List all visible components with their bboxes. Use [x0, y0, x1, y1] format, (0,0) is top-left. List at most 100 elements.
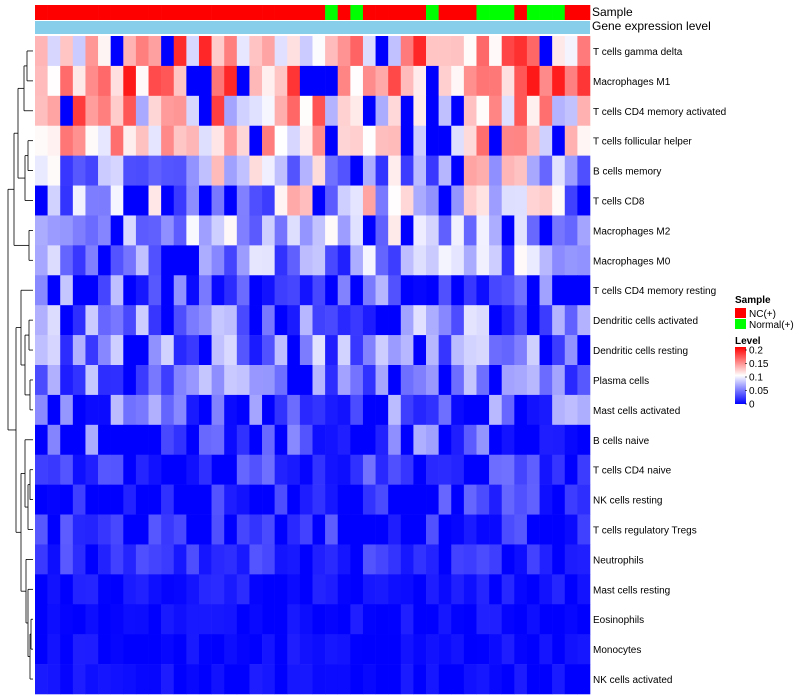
heatmap-cell	[564, 365, 578, 396]
heatmap-cell	[552, 634, 566, 665]
heatmap-cell	[400, 365, 414, 396]
heatmap-cell	[388, 335, 402, 366]
heatmap-cell	[173, 574, 187, 605]
heatmap-cell	[299, 365, 313, 396]
heatmap-cell	[489, 125, 503, 156]
heatmap-cell	[173, 634, 187, 665]
heatmap-cell	[98, 275, 111, 306]
heatmap-cell	[161, 394, 175, 426]
heatmap-cell	[489, 36, 503, 67]
heatmap-cell	[577, 544, 591, 575]
heatmap-cell	[552, 95, 566, 127]
heatmap-cell	[161, 215, 175, 246]
heatmap-cell	[552, 454, 566, 485]
heatmap-cell	[299, 95, 313, 127]
heatmap-cell	[224, 365, 238, 396]
heatmap-cell	[198, 305, 212, 336]
heatmap-cell	[350, 36, 364, 67]
heatmap-cell	[299, 574, 313, 605]
heatmap-cell	[98, 215, 111, 246]
heatmap-cell	[400, 574, 414, 605]
heatmap-cell	[388, 484, 402, 515]
heatmap-cell	[325, 305, 339, 336]
heatmap-cell	[299, 215, 313, 246]
heatmap-cell	[224, 454, 238, 485]
heatmap-cell	[186, 125, 200, 156]
sample-track-cell	[476, 5, 490, 20]
heatmap-cell	[186, 664, 200, 695]
heatmap-cell	[198, 514, 212, 545]
heatmap-cell	[249, 454, 263, 485]
heatmap-cell	[489, 634, 503, 665]
heatmap-cell	[325, 664, 339, 695]
heatmap-cell	[375, 514, 389, 545]
heatmap-cell	[564, 514, 578, 545]
heatmap-cell	[72, 514, 86, 545]
heatmap-cell	[224, 634, 238, 665]
heatmap-cell	[211, 215, 225, 246]
legend-sample-title: Sample	[735, 295, 771, 306]
level-tick-label: 0.2	[749, 346, 763, 357]
heatmap-cell	[60, 36, 74, 67]
heatmap-cell	[274, 634, 288, 665]
heatmap-cell	[249, 125, 263, 156]
heatmap-cell	[413, 125, 427, 156]
heatmap-cell	[198, 604, 212, 635]
heatmap-cell	[451, 65, 465, 97]
heatmap-cell	[451, 544, 465, 575]
heatmap-cell	[211, 365, 225, 396]
sample-track-cell	[60, 5, 74, 20]
heatmap-cell	[577, 65, 591, 97]
heatmap-cell	[564, 574, 578, 605]
row-label: NK cells resting	[593, 496, 662, 507]
heatmap-cell	[451, 95, 465, 127]
sample-track-cell	[514, 5, 528, 20]
heatmap-cell	[211, 95, 225, 127]
heatmap-cell	[564, 335, 578, 366]
heatmap-cell	[186, 95, 200, 127]
heatmap-cell	[262, 544, 275, 575]
heatmap-cell	[539, 634, 553, 665]
heatmap-cell	[98, 484, 111, 515]
heatmap-cell	[148, 544, 162, 575]
heatmap-cell	[501, 335, 515, 366]
heatmap-cell	[413, 634, 427, 665]
heatmap-cell	[148, 365, 162, 396]
heatmap-cell	[362, 36, 376, 67]
heatmap-cell	[85, 65, 99, 97]
heatmap-cell	[98, 604, 111, 635]
heatmap-cell	[476, 125, 490, 156]
heatmap-cell	[476, 634, 490, 665]
heatmap-cell	[564, 275, 578, 306]
row-label: Macrophages M0	[593, 256, 671, 267]
heatmap-cell	[35, 365, 48, 396]
heatmap-cell	[451, 215, 465, 246]
heatmap-cell	[224, 394, 238, 426]
heatmap-cell	[388, 245, 402, 276]
heatmap-cell	[514, 514, 528, 545]
heatmap-cell	[135, 365, 149, 396]
heatmap-cell	[438, 365, 452, 396]
heatmap-cell	[262, 454, 275, 485]
heatmap-cell	[526, 484, 540, 515]
heatmap-cell	[413, 215, 427, 246]
sample-track-cell	[262, 5, 275, 20]
heatmap-cell	[211, 275, 225, 306]
heatmap-cell	[413, 514, 427, 545]
heatmap-cell	[539, 664, 553, 695]
heatmap-cell	[186, 155, 200, 186]
heatmap-cell	[110, 544, 124, 575]
heatmap-cell	[211, 394, 225, 426]
heatmap-cell	[501, 424, 515, 456]
sample-track-cell	[211, 5, 225, 20]
heatmap-cell	[514, 245, 528, 276]
heatmap-cell	[186, 335, 200, 366]
heatmap-cell	[463, 185, 477, 216]
heatmap-cell	[577, 604, 591, 635]
heatmap-cell	[476, 185, 490, 216]
heatmap-cell	[337, 155, 351, 186]
heatmap-cell	[312, 574, 326, 605]
heatmap-cell	[526, 454, 540, 485]
heatmap-cell	[47, 335, 61, 366]
